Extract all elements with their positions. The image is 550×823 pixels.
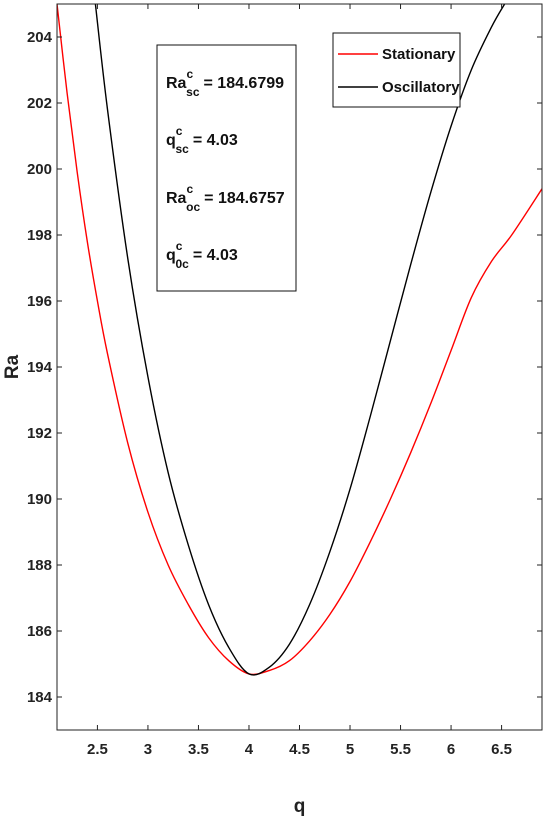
annotation-line: Rac oc = 184.6757 <box>166 182 285 214</box>
x-tick-label: 2.5 <box>87 741 108 758</box>
x-tick-label: 3 <box>144 741 152 758</box>
y-tick-label: 194 <box>27 359 53 376</box>
legend-label-stationary: Stationary <box>382 46 456 63</box>
series-line-stationary <box>57 4 542 676</box>
x-tick-label: 4.5 <box>289 741 310 758</box>
legend-label-oscillatory: Oscillatory <box>382 79 460 96</box>
y-tick-label: 188 <box>27 557 52 574</box>
x-tick-label: 6 <box>447 741 455 758</box>
annotation-line: qc 0c = 4.03 <box>166 239 238 271</box>
annotation-line: Rac sc = 184.6799 <box>166 67 284 99</box>
x-axis-label: q <box>294 796 306 817</box>
x-tick-label: 3.5 <box>188 741 209 758</box>
y-axis-label: Ra <box>2 354 23 379</box>
x-tick-label: 4 <box>245 741 254 758</box>
x-tick-label: 6.5 <box>491 741 512 758</box>
y-axis-ticks: 184 186 188 190 192 194 196 198 200 202 204 <box>27 29 542 706</box>
plot-area <box>57 4 542 730</box>
y-tick-label: 202 <box>27 95 52 112</box>
y-tick-label: 184 <box>27 689 53 706</box>
series-line-oscillatory <box>94 4 506 676</box>
y-tick-label: 200 <box>27 161 52 178</box>
series-layer <box>57 4 542 676</box>
y-tick-label: 198 <box>27 227 52 244</box>
y-tick-label: 196 <box>27 293 52 310</box>
y-tick-label: 190 <box>27 491 52 508</box>
annotation-box: Rac sc = 184.6799 qc sc = 4.03 Rac oc = 184.6757… <box>156 44 297 292</box>
x-axis-ticks: 2.5 3 3.5 4 4.5 5 5.5 6 6.5 <box>87 4 512 758</box>
annotation-line: qc sc = 4.03 <box>166 124 238 156</box>
y-tick-label: 186 <box>27 623 52 640</box>
y-tick-label: 192 <box>27 425 52 442</box>
y-tick-label: 204 <box>27 29 53 46</box>
x-tick-label: 5 <box>346 741 354 758</box>
x-tick-label: 5.5 <box>390 741 411 758</box>
legend: Stationary Oscillatory <box>332 32 461 108</box>
